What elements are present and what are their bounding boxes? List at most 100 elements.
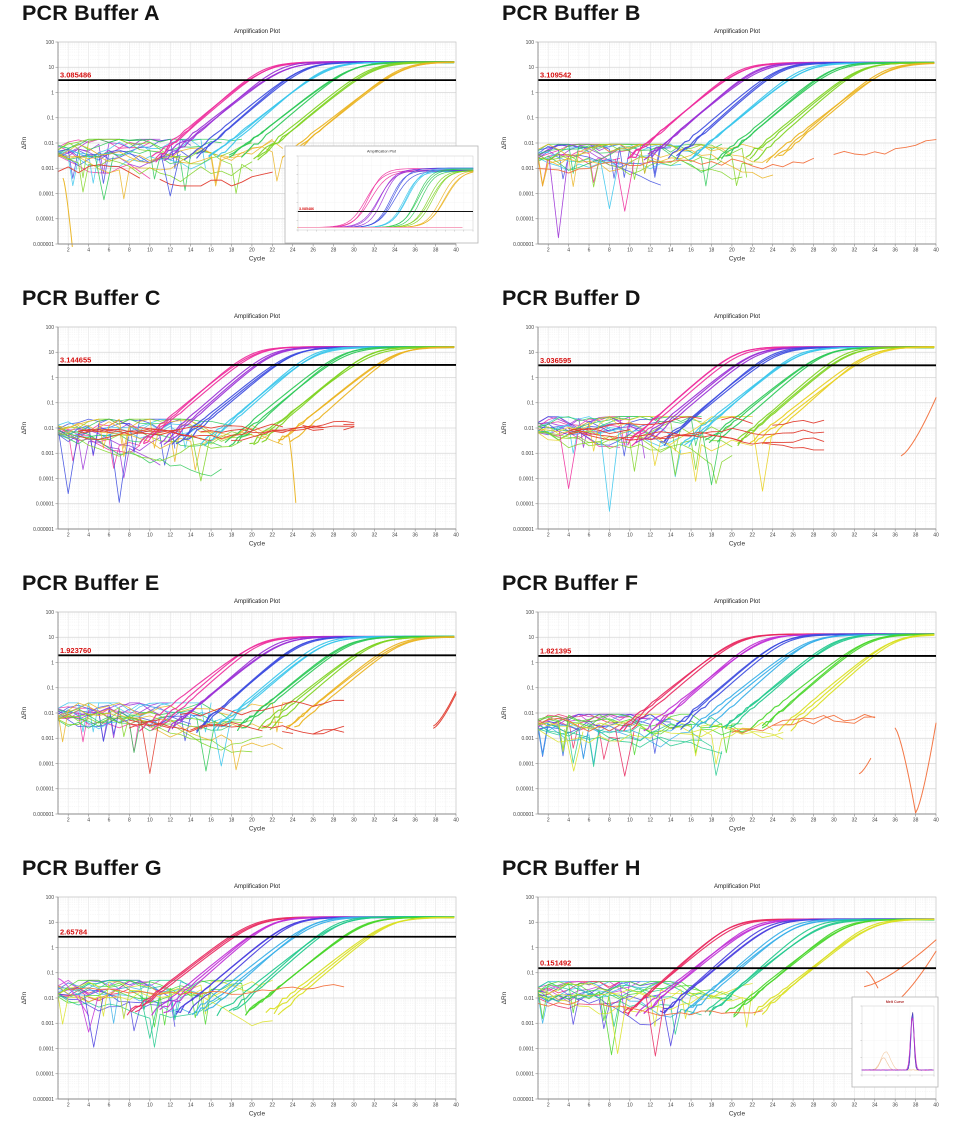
panel-title: PCR Buffer E	[22, 571, 160, 595]
svg-text:34: 34	[872, 1103, 878, 1109]
svg-text:10: 10	[528, 920, 534, 926]
y-axis-label: ΔRn	[21, 421, 28, 434]
amplification-curves	[619, 633, 935, 732]
svg-text:18: 18	[709, 248, 715, 254]
svg-text:40: 40	[933, 1103, 939, 1109]
svg-text:16: 16	[688, 1103, 694, 1109]
svg-text:0.00001: 0.00001	[36, 502, 54, 508]
svg-text:8: 8	[608, 818, 611, 824]
svg-text:0.0001: 0.0001	[519, 1046, 535, 1052]
pcr-panel: 1.923760 Amplification Plot 2 4 6 8 10 12 14 16 18…	[0, 570, 480, 855]
svg-text:30: 30	[831, 1103, 837, 1109]
y-axis-label: ΔRn	[21, 136, 28, 149]
amplification-curves	[627, 346, 935, 448]
svg-text:12: 12	[167, 818, 173, 824]
svg-text:14: 14	[668, 248, 674, 254]
svg-text:8: 8	[128, 248, 131, 254]
svg-text:10: 10	[48, 635, 54, 641]
svg-text:24: 24	[770, 533, 776, 539]
svg-text:6: 6	[108, 818, 111, 824]
svg-text:0.0001: 0.0001	[519, 191, 535, 197]
svg-text:30: 30	[351, 533, 357, 539]
svg-text:2: 2	[67, 818, 70, 824]
svg-text:0.0001: 0.0001	[519, 761, 535, 767]
svg-text:0.01: 0.01	[524, 141, 534, 147]
y-axis-label: ΔRn	[501, 706, 508, 719]
svg-text:12: 12	[647, 248, 653, 254]
svg-text:36: 36	[412, 818, 418, 824]
svg-text:30: 30	[351, 248, 357, 254]
pcr-panel: 3.085486 Amplification Plot 2 4 6 8 10 12 14 16 18…	[0, 0, 480, 285]
svg-text:32: 32	[852, 818, 858, 824]
svg-text:0.1: 0.1	[47, 971, 54, 977]
svg-text:2: 2	[547, 1103, 550, 1109]
svg-text:32: 32	[852, 248, 858, 254]
svg-text:40: 40	[453, 1103, 459, 1109]
svg-text:6: 6	[588, 248, 591, 254]
svg-text:36: 36	[412, 248, 418, 254]
svg-text:16: 16	[208, 1103, 214, 1109]
svg-text:26: 26	[790, 1103, 796, 1109]
x-axis-label: Cycle	[729, 256, 746, 263]
svg-text:24: 24	[770, 1103, 776, 1109]
svg-text:20: 20	[249, 248, 255, 254]
svg-text:34: 34	[872, 533, 878, 539]
svg-text:2: 2	[67, 1103, 70, 1109]
svg-text:36: 36	[412, 1103, 418, 1109]
svg-text:16: 16	[208, 248, 214, 254]
svg-text:4: 4	[87, 248, 90, 254]
svg-text:38: 38	[433, 533, 439, 539]
baseline-noise	[537, 143, 774, 188]
y-axis-label: ΔRn	[21, 706, 28, 719]
panel-title: PCR Buffer C	[22, 286, 161, 310]
baseline-noise	[57, 979, 273, 1048]
pcr-panel: 2.65784 Amplification Plot 2 4 6 8 10 12 14 16 18 2…	[0, 855, 480, 1140]
svg-text:0.01: 0.01	[524, 996, 534, 1002]
svg-text:34: 34	[392, 1103, 398, 1109]
svg-text:36: 36	[892, 248, 898, 254]
svg-text:28: 28	[331, 533, 337, 539]
svg-text:10: 10	[627, 818, 633, 824]
threshold-value-label: 3.085486	[60, 71, 91, 80]
pcr-panel: 3.109542 Amplification Plot 2 4 6 8 10 12 14 16 18…	[480, 0, 960, 285]
svg-text:0.0001: 0.0001	[39, 1046, 55, 1052]
svg-text:22: 22	[750, 1103, 756, 1109]
svg-text:1: 1	[51, 945, 54, 951]
svg-text:14: 14	[668, 533, 674, 539]
svg-text:36: 36	[892, 533, 898, 539]
svg-text:22: 22	[270, 818, 276, 824]
svg-text:4: 4	[87, 533, 90, 539]
svg-text:0.001: 0.001	[521, 451, 534, 457]
svg-text:4: 4	[567, 248, 570, 254]
svg-text:38: 38	[913, 818, 919, 824]
svg-text:36: 36	[892, 818, 898, 824]
inset-amplification-plot: Amplification Plot 3.085486	[284, 145, 479, 244]
svg-text:12: 12	[647, 1103, 653, 1109]
svg-text:100: 100	[46, 610, 55, 616]
svg-text:14: 14	[188, 248, 194, 254]
svg-text:0.000001: 0.000001	[513, 1097, 534, 1103]
svg-text:30: 30	[831, 533, 837, 539]
svg-text:28: 28	[811, 533, 817, 539]
svg-text:34: 34	[392, 533, 398, 539]
svg-text:0.1: 0.1	[47, 116, 54, 122]
svg-text:10: 10	[528, 635, 534, 641]
svg-text:28: 28	[331, 818, 337, 824]
svg-text:28: 28	[811, 248, 817, 254]
svg-text:14: 14	[188, 818, 194, 824]
svg-text:26: 26	[310, 533, 316, 539]
inset-threshold-label: 3.085486	[299, 207, 314, 211]
svg-text:0.00001: 0.00001	[516, 787, 534, 793]
svg-text:34: 34	[392, 818, 398, 824]
svg-text:22: 22	[270, 533, 276, 539]
inset-title: Amplification Plot	[367, 150, 397, 154]
amplification-curves	[139, 346, 455, 447]
svg-text:28: 28	[331, 248, 337, 254]
svg-text:20: 20	[249, 1103, 255, 1109]
svg-text:40: 40	[453, 818, 459, 824]
svg-text:1: 1	[51, 660, 54, 666]
svg-text:34: 34	[392, 248, 398, 254]
svg-text:24: 24	[770, 818, 776, 824]
